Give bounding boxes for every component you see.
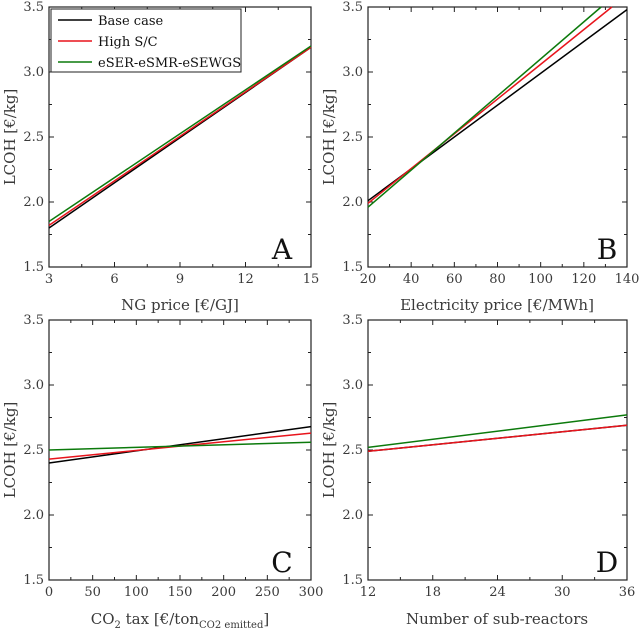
series-line-eser-esmr-esewgs-d [367,414,628,449]
panel-letter-d: D [596,546,618,579]
x-tick-label-c: 0 [45,585,53,600]
y-tick-label-c: 3.0 [23,378,44,393]
series-group-c [48,425,312,464]
x-tick-label-a: 9 [176,272,184,287]
y-tick-label-c: 1.5 [23,573,44,588]
ticks-d: 12 18 24 30 36 1.5 2.0 2.5 3.0 3.5 [342,313,635,600]
x-tick-label-d: 36 [619,585,636,600]
legend-label-esereswgs: eSER-eSMR-eSEWGS [98,56,241,71]
ticks-a: 3 6 9 12 15 1.5 2.0 2.5 3.0 3.5 [23,0,319,287]
x-tick-label-b: 60 [446,272,463,287]
x-tick-label-b: 40 [403,272,420,287]
panel-letter-b: B [597,233,618,266]
x-axis-title-d: Number of sub-reactors [406,610,588,628]
y-tick-label-b: 2.0 [342,195,363,210]
x-title-c-pre: CO [91,610,115,628]
y-tick-label-b: 3.5 [342,0,363,15]
legend: Base case High S/C eSER-eSMR-eSEWGS [50,8,242,73]
y-tick-label-b: 1.5 [342,260,363,275]
series-line-high-s-c-d [367,424,628,453]
legend-item-esereswgs: eSER-eSMR-eSEWGS [58,56,241,71]
x-tick-label-d: 12 [360,585,377,600]
y-tick-label-a: 2.0 [23,195,44,210]
y-tick-label-c: 2.0 [23,508,44,523]
ticks-b: 20 40 60 80 100 120 140 1.5 2.0 2.5 3.0 3.5 [342,0,639,287]
x-tick-label-d: 18 [424,585,441,600]
plot-frame-d [367,319,628,581]
panel-c: 0 50 100 150 200 250 300 1.5 2.0 2.5 3.0 3.5 C CO2 … [1,313,323,631]
x-tick-label-a: 15 [303,272,320,287]
x-tick-label-b: 20 [360,272,377,287]
y-tick-label-d: 3.0 [342,378,363,393]
x-axis-title-c: CO2 tax [€/tonCO2 emitted] [91,610,270,631]
x-tick-label-c: 200 [211,585,236,600]
x-axis-title-a: NG price [€/GJ] [121,296,239,314]
series-group-b [367,6,628,208]
x-title-c-sub2: CO2 emitted [199,620,264,631]
plot-frame-c [48,319,312,581]
legend-label-base-case: Base case [98,14,164,29]
y-axis-title-b: LCOH [€/kg] [320,89,338,186]
y-tick-label-a: 3.5 [23,0,44,15]
x-tick-label-c: 100 [124,585,149,600]
x-tick-label-b: 80 [489,272,506,287]
x-title-c-mid: tax [€/ton [121,610,199,628]
x-tick-label-b: 140 [615,272,640,287]
x-tick-label-c: 50 [84,585,101,600]
x-tick-label-c: 150 [168,585,193,600]
x-tick-label-c: 300 [299,585,324,600]
legend-item-base-case: Base case [58,14,164,29]
series-line-eser-esmr-esewgs-a [48,45,312,223]
y-tick-label-c: 2.5 [23,443,44,458]
plot-frame-b [367,6,628,268]
series-line-base-case-c [48,425,312,464]
series-line-eser-esmr-esewgs-b [367,6,602,208]
y-tick-label-a: 1.5 [23,260,44,275]
x-tick-label-c: 250 [255,585,280,600]
y-axis-title-a: LCOH [€/kg] [1,89,19,186]
series-line-high-s-c-a [48,46,312,227]
x-tick-label-d: 24 [489,585,506,600]
y-tick-label-d: 1.5 [342,573,363,588]
x-tick-label-b: 120 [571,272,596,287]
x-axis-title-b: Electricity price [€/MWh] [400,296,594,314]
x-title-c-sub1: 2 [115,620,121,631]
x-tick-label-a: 6 [110,272,118,287]
panel-letter-a: A [271,233,293,266]
y-tick-label-b: 2.5 [342,130,363,145]
y-tick-label-d: 3.5 [342,313,363,328]
y-tick-label-a: 3.0 [23,65,44,80]
series-group-a [48,45,312,229]
x-title-c-post: ] [263,610,269,628]
ticks-c: 0 50 100 150 200 250 300 1.5 2.0 2.5 3.0 3.5 [23,313,323,600]
legend-label-high-sc: High S/C [98,35,158,50]
y-tick-label-c: 3.5 [23,313,44,328]
panel-b: 20 40 60 80 100 120 140 1.5 2.0 2.5 3.0 3.5 B Elect… [320,0,639,314]
x-tick-label-a: 3 [45,272,53,287]
x-tick-label-a: 12 [237,272,254,287]
series-line-high-s-c-b [367,6,613,204]
y-tick-label-b: 3.0 [342,65,363,80]
x-tick-label-b: 100 [528,272,553,287]
y-axis-title-c: LCOH [€/kg] [1,402,19,499]
series-line-eser-esmr-esewgs-c [48,441,312,451]
y-axis-title-d: LCOH [€/kg] [320,402,338,499]
x-tick-label-d: 30 [554,585,571,600]
panel-a: 3 6 9 12 15 1.5 2.0 2.5 3.0 3.5 A NG price [€/GJ]… [1,0,319,314]
panel-d: 12 18 24 30 36 1.5 2.0 2.5 3.0 3.5 D Number of su… [320,313,635,628]
y-tick-label-a: 2.5 [23,130,44,145]
panel-letter-c: C [271,546,292,579]
legend-item-high-sc: High S/C [58,35,158,50]
y-tick-label-d: 2.5 [342,443,363,458]
series-group-d [367,414,628,453]
y-tick-label-d: 2.0 [342,508,363,523]
